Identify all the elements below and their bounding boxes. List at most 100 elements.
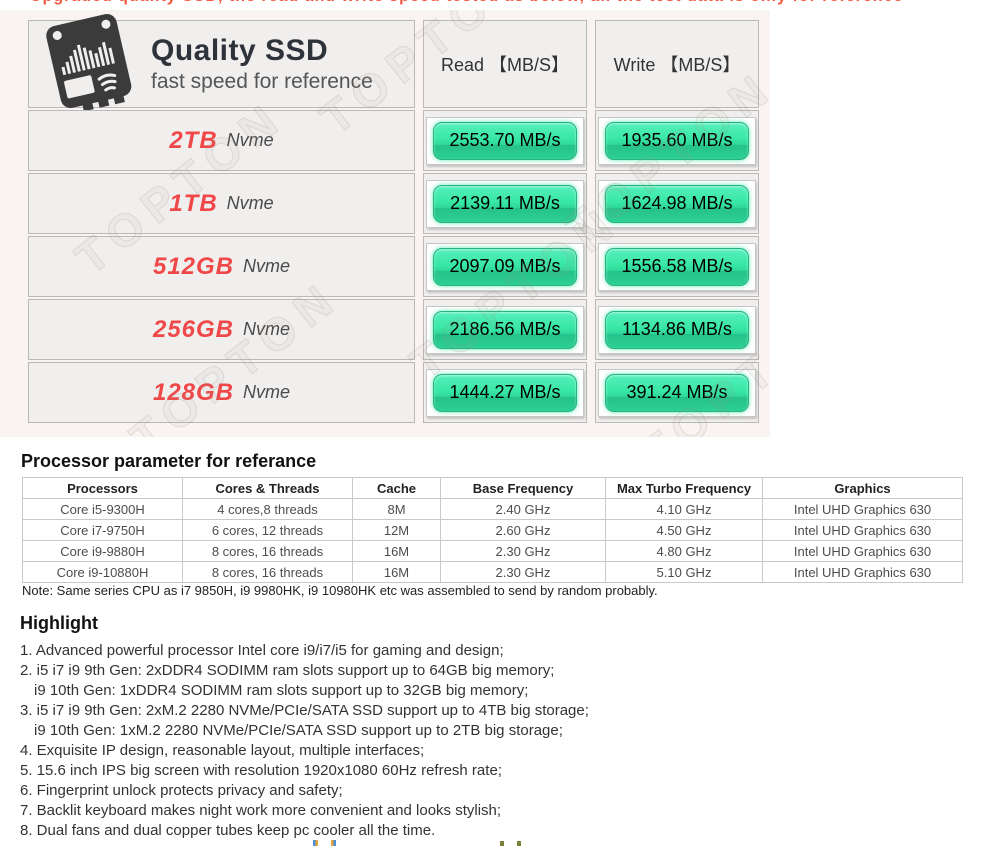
nvme-label: Nvme (226, 193, 274, 213)
speed-panel: 2553.70 MB/s (426, 116, 584, 165)
cpu-graphics: Intel UHD Graphics 630 (762, 519, 963, 541)
cpu-graphics: Intel UHD Graphics 630 (762, 561, 963, 583)
table-row: Core i9-10880H 8 cores, 16 threads 16M 2… (22, 561, 963, 583)
cropped-bottom-fragment (500, 841, 504, 846)
list-item: 4. Exquisite IP design, reasonable layou… (20, 742, 425, 759)
write-speed-value: 1556.58 MB/s (605, 247, 749, 286)
cpu-turbo-freq: 4.10 GHz (605, 498, 763, 520)
nvme-label: Nvme (243, 319, 291, 339)
cpu-cache: 16M (352, 561, 441, 583)
table-row: Core i5-9300H 4 cores,8 threads 8M 2.40 … (22, 498, 963, 520)
cpu-name: Core i9-10880H (22, 561, 183, 583)
write-speed-value: 1935.60 MB/s (605, 121, 749, 160)
speed-panel: 2097.09 MB/s (426, 242, 584, 291)
capacity-label: 1TB (169, 189, 218, 217)
write-speed-value: 1134.86 MB/s (605, 310, 749, 349)
cpu-base-freq: 2.30 GHz (440, 561, 606, 583)
ssd-row-read-cell: 2186.56 MB/s (423, 299, 587, 360)
list-item: 2. i5 i7 i9 9th Gen: 2xDDR4 SODIMM ram s… (20, 662, 555, 679)
cropped-red-text: Upgraded quality SSD, the read and write… (0, 0, 986, 10)
cpu-cache: 8M (352, 498, 441, 520)
cropped-bottom-fragment (331, 840, 336, 846)
ssd-row-read-cell: 2553.70 MB/s (423, 110, 587, 171)
capacity-label: 2TB (169, 126, 218, 154)
list-item: 6. Fingerprint unlock protects privacy a… (20, 782, 343, 799)
cpu-cache: 16M (352, 540, 441, 562)
write-speed-value: 1624.98 MB/s (605, 184, 749, 223)
list-item: 1. Advanced powerful processor Intel cor… (20, 642, 504, 659)
cpu-graphics: Intel UHD Graphics 630 (762, 498, 963, 520)
table-row: Core i7-9750H 6 cores, 12 threads 12M 2.… (22, 519, 963, 541)
ssd-row-read-cell: 1444.27 MB/s (423, 362, 587, 423)
capacity-label: 256GB (152, 315, 235, 343)
cpu-cores: 4 cores,8 threads (182, 498, 353, 520)
ssd-col-header-write: Write 【MB/S】 (595, 20, 759, 108)
cpu-cores: 8 cores, 16 threads (182, 561, 353, 583)
highlight-list: 1. Advanced powerful processor Intel cor… (20, 641, 589, 841)
read-speed-value: 2186.56 MB/s (433, 310, 577, 349)
read-speed-value: 2139.11 MB/s (433, 184, 577, 223)
ssd-drive-icon (43, 13, 135, 116)
ssd-table-subtitle: fast speed for reference (151, 70, 373, 94)
cpu-cores: 8 cores, 16 threads (182, 540, 353, 562)
cpu-name: Core i7-9750H (22, 519, 183, 541)
cpu-graphics: Intel UHD Graphics 630 (762, 540, 963, 562)
list-item: 8. Dual fans and dual copper tubes keep … (20, 822, 436, 839)
speed-panel: 391.24 MB/s (598, 368, 756, 417)
speed-panel: 1935.60 MB/s (598, 116, 756, 165)
ssd-row-write-cell: 1935.60 MB/s (595, 110, 759, 171)
speed-panel: 2186.56 MB/s (426, 305, 584, 354)
write-speed-value: 391.24 MB/s (605, 373, 749, 412)
cpu-cache: 12M (352, 519, 441, 541)
col-header-graphics: Graphics (762, 477, 963, 499)
ssd-table-title: Quality SSD (151, 33, 329, 67)
col-header-cache: Cache (352, 477, 441, 499)
speed-panel: 1444.27 MB/s (426, 368, 584, 417)
speed-panel: 1134.86 MB/s (598, 305, 756, 354)
table-row: Core i9-9880H 8 cores, 16 threads 16M 2.… (22, 540, 963, 562)
ssd-row-capacity: 2TB Nvme (28, 110, 415, 171)
processor-note: Note: Same series CPU as i7 9850H, i9 99… (22, 583, 658, 598)
cpu-base-freq: 2.30 GHz (440, 540, 606, 562)
nvme-label: Nvme (243, 256, 291, 276)
ssd-speed-table: Quality SSD fast speed for reference Rea… (28, 13, 759, 423)
read-speed-value: 2097.09 MB/s (433, 247, 577, 286)
ssd-row-read-cell: 2097.09 MB/s (423, 236, 587, 297)
ssd-row-capacity: 1TB Nvme (28, 173, 415, 234)
ssd-row-capacity: 512GB Nvme (28, 236, 415, 297)
ssd-row-write-cell: 1134.86 MB/s (595, 299, 759, 360)
cpu-turbo-freq: 4.50 GHz (605, 519, 763, 541)
col-header-cores-threads: Cores & Threads (182, 477, 353, 499)
cpu-base-freq: 2.60 GHz (440, 519, 606, 541)
cropped-bottom-fragment (517, 841, 521, 846)
ssd-table-header-title-cell: Quality SSD fast speed for reference (28, 13, 415, 111)
speed-panel: 2139.11 MB/s (426, 179, 584, 228)
list-item: i9 10th Gen: 1xDDR4 SODIMM ram slots sup… (34, 682, 529, 699)
nvme-label: Nvme (226, 130, 274, 150)
ssd-col-header-read: Read 【MB/S】 (423, 20, 587, 108)
read-speed-value: 1444.27 MB/s (433, 373, 577, 412)
ssd-row-capacity: 128GB Nvme (28, 362, 415, 423)
capacity-label: 512GB (152, 252, 235, 280)
col-header-max-turbo: Max Turbo Frequency (605, 477, 763, 499)
read-speed-value: 2553.70 MB/s (433, 121, 577, 160)
ssd-table-title-block: Quality SSD fast speed for reference (151, 34, 373, 95)
cropped-bottom-fragment (313, 840, 318, 846)
ssd-speed-section: TOPTON TOPTON TOPTON TOPTON TOPTON TOPTO… (0, 10, 770, 437)
list-item: 5. 15.6 inch IPS big screen with resolut… (20, 762, 502, 779)
cpu-base-freq: 2.40 GHz (440, 498, 606, 520)
speed-panel: 1556.58 MB/s (598, 242, 756, 291)
highlight-heading: Highlight (20, 613, 98, 633)
processor-section-heading: Processor parameter for referance (21, 451, 317, 471)
list-item: 3. i5 i7 i9 9th Gen: 2xM.2 2280 NVMe/PCI… (20, 702, 589, 719)
cpu-cores: 6 cores, 12 threads (182, 519, 353, 541)
ssd-row-read-cell: 2139.11 MB/s (423, 173, 587, 234)
processor-table-header-row: Processors Cores & Threads Cache Base Fr… (22, 477, 963, 499)
col-header-base-frequency: Base Frequency (440, 477, 606, 499)
speed-panel: 1624.98 MB/s (598, 179, 756, 228)
nvme-label: Nvme (243, 382, 291, 402)
cropped-red-text-content: Upgraded quality SSD, the read and write… (30, 0, 903, 6)
list-item: 7. Backlit keyboard makes night work mor… (20, 802, 502, 819)
cpu-turbo-freq: 4.80 GHz (605, 540, 763, 562)
cpu-turbo-freq: 5.10 GHz (605, 561, 763, 583)
